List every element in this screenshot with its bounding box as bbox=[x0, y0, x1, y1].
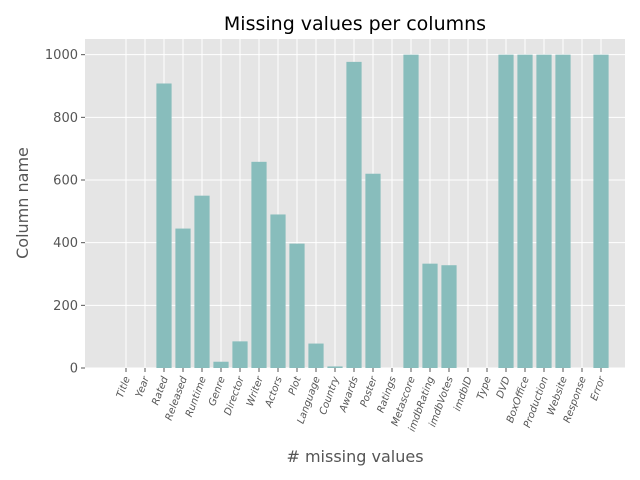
bar-website bbox=[555, 54, 571, 369]
bar-metascore bbox=[403, 54, 419, 369]
y-axis-title: Column name bbox=[13, 147, 32, 259]
x-tick-label: Genre bbox=[207, 375, 228, 407]
bar-writer bbox=[251, 161, 267, 368]
y-tick-label: 200 bbox=[53, 299, 78, 314]
bar-boxoffice bbox=[517, 54, 533, 369]
bar-imdbvotes bbox=[441, 265, 457, 368]
bars bbox=[156, 54, 609, 369]
bar-production bbox=[536, 54, 552, 369]
y-tick-label: 0 bbox=[70, 362, 78, 377]
x-tick-label: Type bbox=[475, 375, 493, 401]
x-tick-label: Year bbox=[134, 374, 152, 399]
x-tick-label: Title bbox=[115, 375, 133, 399]
chart-title: Missing values per columns bbox=[224, 13, 486, 35]
bar-runtime bbox=[194, 195, 210, 368]
bar-language bbox=[308, 343, 324, 368]
bar-imdbrating bbox=[422, 263, 438, 368]
bar-genre bbox=[213, 361, 229, 368]
x-tick-label: Rated bbox=[150, 375, 171, 407]
x-tick-label: Poster bbox=[359, 374, 380, 408]
bar-country bbox=[327, 366, 343, 368]
bar-actors bbox=[270, 214, 286, 368]
bar-error bbox=[593, 54, 609, 369]
x-tick-label: DVD bbox=[495, 375, 513, 400]
bar-awards bbox=[346, 61, 362, 369]
y-tick-label: 400 bbox=[53, 236, 78, 251]
x-tick-label: Writer bbox=[245, 374, 266, 408]
x-tick-label: imdbID bbox=[452, 375, 475, 413]
y-tick-label: 600 bbox=[53, 174, 78, 189]
y-tick-label: 1000 bbox=[45, 48, 78, 63]
x-tick-label: Plot bbox=[287, 374, 304, 396]
bar-plot bbox=[289, 243, 305, 368]
bar-rated bbox=[156, 83, 172, 368]
x-axis-title: # missing values bbox=[286, 447, 423, 466]
x-tick-label: Error bbox=[589, 374, 608, 402]
x-axis-ticks: Title YearRatedReleasedRuntimeGenreDirect… bbox=[115, 368, 608, 433]
y-axis-ticks: 0 200 400 600 800 1000 bbox=[45, 48, 85, 377]
bar-poster bbox=[365, 173, 381, 368]
y-tick-label: 800 bbox=[53, 111, 78, 126]
bar-released bbox=[175, 228, 191, 368]
x-tick-label: Actors bbox=[263, 375, 285, 409]
bar-director bbox=[232, 341, 248, 368]
bar-dvd bbox=[498, 54, 514, 369]
